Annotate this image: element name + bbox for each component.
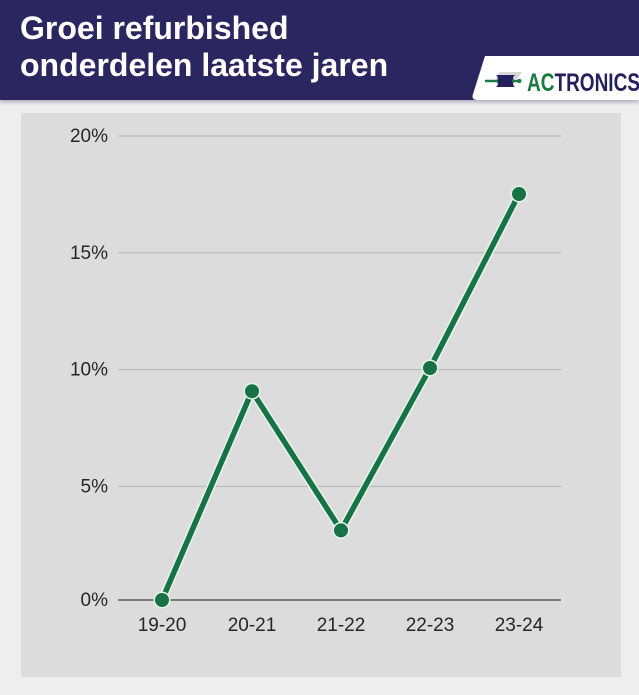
svg-text:5%: 5% — [81, 476, 109, 497]
svg-text:22-23: 22-23 — [406, 615, 455, 636]
svg-text:20%: 20% — [70, 126, 108, 147]
svg-text:0%: 0% — [81, 590, 109, 611]
svg-text:20-21: 20-21 — [228, 615, 277, 636]
svg-text:15%: 15% — [70, 243, 108, 264]
svg-text:21-22: 21-22 — [317, 615, 366, 636]
svg-text:10%: 10% — [70, 360, 108, 381]
svg-text:ACTRONICS: ACTRONICS — [527, 69, 639, 97]
svg-text:23-24: 23-24 — [495, 615, 544, 636]
svg-text:19-20: 19-20 — [138, 615, 187, 636]
